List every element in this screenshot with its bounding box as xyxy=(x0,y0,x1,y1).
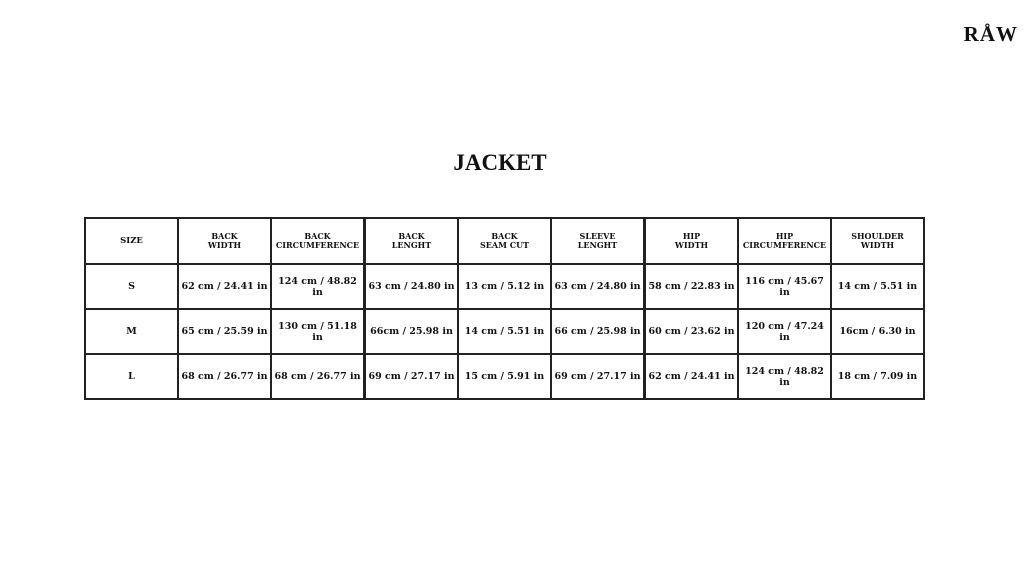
table-cell: 63 cm / 24.80 in xyxy=(363,263,459,310)
column-header: SHOULDER WIDTH xyxy=(830,217,925,265)
table-cell: 63 cm / 24.80 in xyxy=(550,263,646,310)
column-header: BACK SEAM CUT xyxy=(457,217,552,265)
table-cell: 15 cm / 5.91 in xyxy=(457,353,552,400)
table-cell: 16cm / 6.30 in xyxy=(830,308,925,355)
table-cell: 68 cm / 26.77 in xyxy=(270,353,366,400)
table-cell: 116 cm / 45.67 in xyxy=(737,263,832,310)
table-cell: S xyxy=(84,263,179,310)
table-cell: 65 cm / 25.59 in xyxy=(177,308,272,355)
table-cell: 62 cm / 24.41 in xyxy=(643,353,739,400)
table-cell: 18 cm / 7.09 in xyxy=(830,353,925,400)
table-cell: L xyxy=(84,353,179,400)
table-row: M 65 cm / 25.59 in 130 cm / 51.18 in 66cm /… xyxy=(84,308,925,355)
table-cell: 120 cm / 47.24 in xyxy=(737,308,832,355)
table-cell: 13 cm / 5.12 in xyxy=(457,263,552,310)
column-header: BACK CIRCUMFERENCE xyxy=(270,217,366,265)
table-cell: 66 cm / 25.98 in xyxy=(550,308,646,355)
column-header: BACK WIDTH xyxy=(177,217,272,265)
header-row: SIZE BACK WIDTH BACK CIRCUMFERENCE BACK LENGHT… xyxy=(84,217,925,265)
column-header: SLEEVE LENGHT xyxy=(550,217,646,265)
table-cell: 58 cm / 22.83 in xyxy=(643,263,739,310)
column-header: HIP CIRCUMFERENCE xyxy=(737,217,832,265)
table-cell: 124 cm / 48.82 in xyxy=(737,353,832,400)
table-cell: 68 cm / 26.77 in xyxy=(177,353,272,400)
table-cell: 130 cm / 51.18 in xyxy=(270,308,366,355)
table-row: L 68 cm / 26.77 in 68 cm / 26.77 in 69 cm /… xyxy=(84,353,925,400)
column-header: BACK LENGHT xyxy=(363,217,459,265)
column-header: SIZE xyxy=(84,217,179,265)
table-cell: 124 cm / 48.82 in xyxy=(270,263,366,310)
table-cell: 60 cm / 23.62 in xyxy=(643,308,739,355)
table-row: S 62 cm / 24.41 in 124 cm / 48.82 in 63 cm … xyxy=(84,263,925,310)
table-cell: 14 cm / 5.51 in xyxy=(830,263,925,310)
column-header: HIP WIDTH xyxy=(643,217,739,265)
brand-logo: RÅW xyxy=(963,22,1018,46)
table-cell: 69 cm / 27.17 in xyxy=(550,353,646,400)
page-title: JACKET xyxy=(453,150,547,175)
table-cell: 62 cm / 24.41 in xyxy=(177,263,272,310)
table-cell: M xyxy=(84,308,179,355)
size-chart-table: SIZE BACK WIDTH BACK CIRCUMFERENCE BACK LENGHT… xyxy=(84,217,925,400)
table-cell: 66cm / 25.98 in xyxy=(363,308,459,355)
table-cell: 14 cm / 5.51 in xyxy=(457,308,552,355)
table-cell: 69 cm / 27.17 in xyxy=(363,353,459,400)
